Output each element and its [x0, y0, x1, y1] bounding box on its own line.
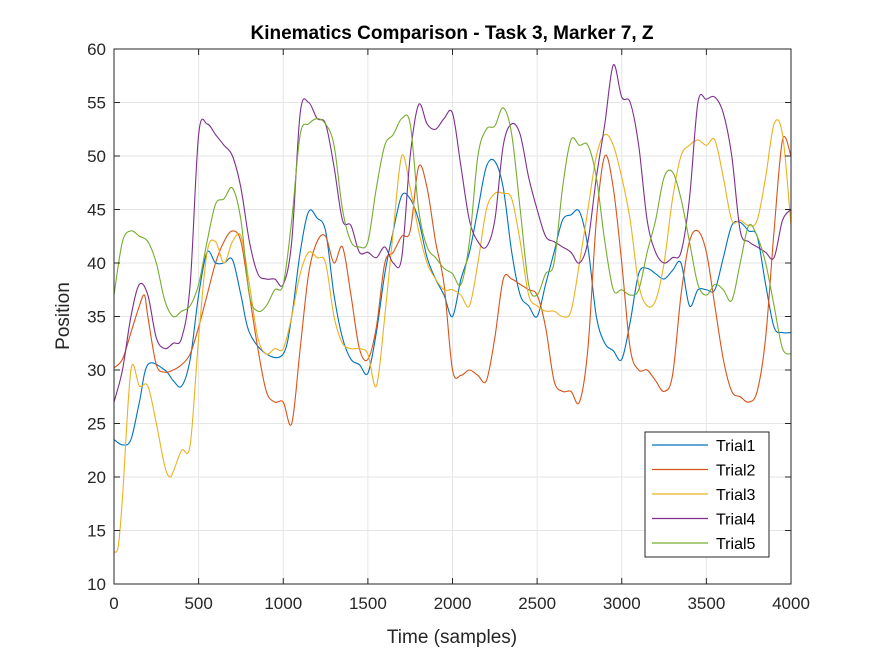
legend-label-trial1: Trial1 [716, 438, 756, 455]
x-tick-label: 3000 [603, 594, 641, 613]
y-tick-label: 25 [87, 415, 106, 434]
legend-label-trial3: Trial3 [716, 487, 756, 504]
series-group [114, 64, 791, 553]
y-tick-label: 35 [87, 308, 106, 327]
x-axis-label: Time (samples) [387, 627, 517, 648]
x-tick-label: 500 [184, 594, 212, 613]
series-line-trial2 [114, 136, 791, 426]
series-line-trial5 [114, 107, 791, 355]
x-tick-label: 1000 [264, 594, 302, 613]
legend-label-trial5: Trial5 [716, 536, 756, 553]
y-tick-label: 55 [87, 94, 106, 113]
legend-items: Trial1 Trial2 Trial3 Trial4 Trial5 [652, 438, 756, 553]
y-tick-label: 45 [87, 201, 106, 220]
x-tick-label: 1500 [349, 594, 387, 613]
y-axis-label: Position [53, 282, 74, 350]
axes [113, 48, 792, 585]
x-tick-label: 3500 [687, 594, 725, 613]
tick-labels: 0 500 1000 1500 2000 2500 3000 3500 4000 10 15 20 25… [87, 40, 810, 613]
y-tick-label: 60 [87, 40, 106, 59]
x-tick-label: 2000 [434, 594, 472, 613]
legend: Trial1 Trial2 Trial3 Trial4 Trial5 [644, 431, 770, 558]
y-tick-label: 20 [87, 468, 106, 487]
x-tick-label: 2500 [518, 594, 556, 613]
chart-title: Kinematics Comparison - Task 3, Marker 7… [250, 23, 653, 44]
y-tick-label: 40 [87, 254, 106, 273]
legend-label-trial4: Trial4 [716, 512, 756, 529]
series-line-trial4 [114, 64, 791, 403]
series-line-trial1 [114, 158, 791, 446]
series-line-trial3 [114, 119, 791, 553]
x-tick-label: 0 [109, 594, 118, 613]
legend-label-trial2: Trial2 [716, 463, 756, 480]
y-tick-label: 15 [87, 522, 106, 541]
y-tick-label: 30 [87, 361, 106, 380]
x-tick-label: 4000 [772, 594, 810, 613]
y-tick-label: 50 [87, 147, 106, 166]
y-tick-label: 10 [87, 575, 106, 594]
